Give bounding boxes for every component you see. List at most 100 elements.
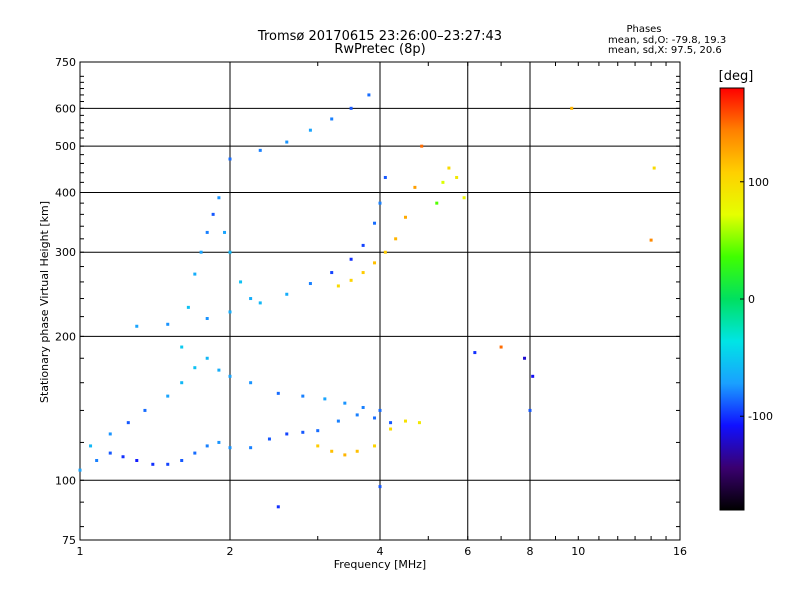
data-point	[276, 391, 280, 395]
data-point	[649, 238, 653, 242]
data-point	[180, 381, 184, 385]
data-point	[373, 416, 377, 420]
data-point	[199, 250, 203, 254]
data-point	[228, 250, 232, 254]
data-point	[135, 458, 139, 462]
y-tick-label: 750	[55, 56, 76, 69]
data-point	[217, 440, 221, 444]
data-point	[447, 166, 451, 170]
data-point	[316, 429, 320, 433]
data-point	[349, 257, 353, 261]
x-tick-label: 1	[77, 545, 84, 558]
data-point	[89, 444, 93, 448]
data-point	[267, 437, 271, 441]
chart-subtitle: RwPretec (8p)	[334, 42, 425, 57]
data-point	[186, 305, 190, 309]
y-tick-label: 100	[55, 474, 76, 487]
data-point	[108, 451, 112, 455]
data-point	[378, 408, 382, 412]
data-point	[143, 408, 147, 412]
data-point	[151, 462, 155, 466]
annotation-line1: mean, sd,O: -79.8, 19.3	[608, 35, 726, 46]
data-point	[217, 196, 221, 200]
data-point	[239, 280, 243, 284]
data-point	[166, 322, 170, 326]
x-tick-label: 2	[227, 545, 234, 558]
data-point	[367, 93, 371, 97]
data-point	[205, 356, 209, 360]
data-point	[417, 421, 421, 425]
colorbar: 100 0 -100	[719, 87, 773, 511]
data-point	[403, 419, 407, 423]
data-point	[523, 356, 527, 360]
data-point	[355, 449, 359, 453]
data-point	[308, 282, 312, 286]
data-point	[343, 453, 347, 457]
data-point	[121, 455, 125, 459]
data-point	[308, 128, 312, 132]
data-point	[330, 271, 334, 275]
data-point	[373, 261, 377, 265]
x-tick-label: 6	[464, 545, 471, 558]
data-point	[473, 351, 477, 355]
data-point	[336, 284, 340, 288]
data-point	[228, 157, 232, 161]
colorbar-tick-label: -100	[748, 410, 773, 423]
data-point	[223, 230, 227, 234]
data-point	[361, 271, 365, 275]
data-point	[361, 405, 365, 409]
data-point	[228, 446, 232, 450]
data-point	[193, 451, 197, 455]
data-point	[249, 381, 253, 385]
data-point	[285, 432, 289, 436]
y-tick-label: 200	[55, 330, 76, 343]
data-point	[95, 458, 99, 462]
data-point	[349, 106, 353, 110]
data-point	[441, 180, 445, 184]
data-point	[108, 432, 112, 436]
data-point	[249, 297, 253, 301]
data-point	[193, 272, 197, 276]
data-point	[389, 427, 393, 431]
data-point	[462, 196, 466, 200]
colorbar-tick-label: 0	[748, 293, 755, 306]
data-point	[285, 140, 289, 144]
data-point	[420, 144, 424, 148]
data-point	[652, 166, 656, 170]
data-point	[301, 430, 305, 434]
data-point	[435, 201, 439, 205]
data-point	[211, 212, 215, 216]
data-point	[316, 444, 320, 448]
x-tick-label: 10	[571, 545, 585, 558]
annotation-line2: mean, sd,X: 97.5, 20.6	[608, 45, 722, 56]
data-point	[78, 468, 82, 472]
data-point	[349, 278, 353, 282]
x-tick-label: 8	[527, 545, 534, 558]
data-point	[193, 366, 197, 370]
data-point	[285, 292, 289, 296]
y-axis-label: Stationary phase Virtual Height [km]	[38, 201, 51, 403]
data-point	[455, 175, 459, 179]
data-point	[166, 394, 170, 398]
data-point	[217, 368, 221, 372]
y-tick-label: 600	[55, 102, 76, 115]
data-point	[205, 230, 209, 234]
data-point	[383, 175, 387, 179]
data-point	[323, 397, 327, 401]
data-point	[180, 458, 184, 462]
data-point	[373, 444, 377, 448]
data-point	[228, 310, 232, 314]
chart-title: Tromsø 20170615 23:26:00–23:27:43	[257, 29, 502, 44]
data-point	[394, 237, 398, 241]
y-tick-label: 400	[55, 186, 76, 199]
data-point	[499, 345, 503, 349]
data-point	[126, 421, 130, 425]
data-point	[378, 201, 382, 205]
x-tick-label: 16	[673, 545, 687, 558]
data-point	[389, 421, 393, 425]
x-axis-label: Frequency [MHz]	[334, 558, 426, 571]
data-point	[528, 408, 532, 412]
data-point	[228, 374, 232, 378]
data-point	[135, 324, 139, 328]
data-point	[330, 117, 334, 121]
